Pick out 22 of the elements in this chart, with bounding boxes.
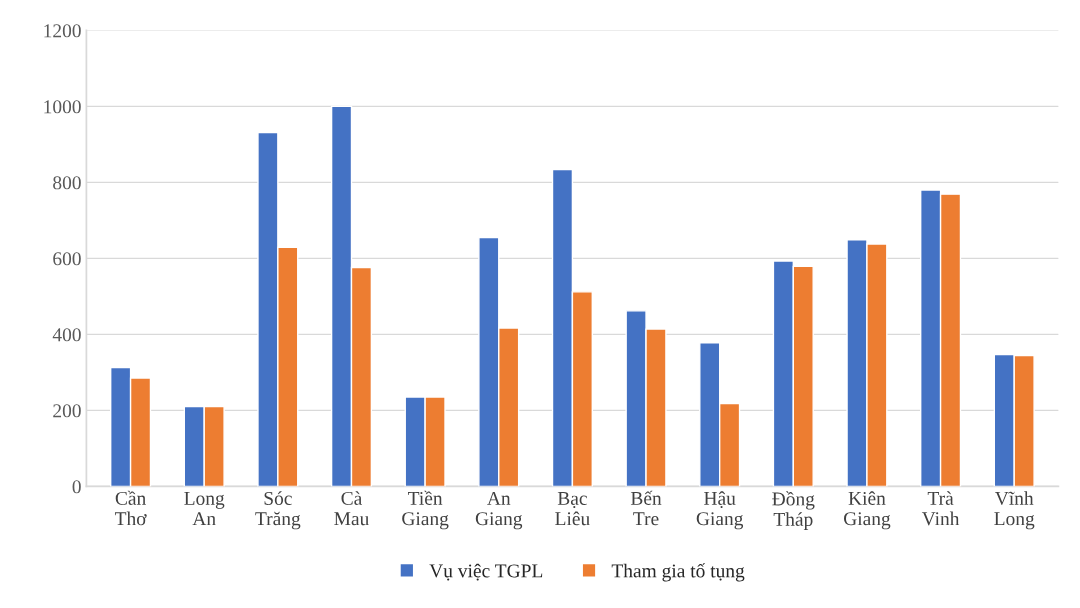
x-tick-label: Cà Mau — [334, 491, 369, 526]
y-tick-label: 600 — [53, 252, 81, 266]
x-tick-label: Bến Tre — [630, 490, 662, 526]
y-tick-label: 800 — [53, 176, 81, 190]
x-tick-label: Vĩnh Long — [994, 491, 1035, 530]
x-tick-label: Đồng Tháp — [772, 491, 815, 530]
x-tick-label: Sóc Trăng — [255, 491, 301, 530]
y-tick-label: 0 — [72, 480, 81, 494]
legend-label: Tham gia tố tụng — [611, 563, 745, 582]
x-tick-label: An Giang — [475, 491, 523, 530]
x-tick-label: Tiền Giang — [402, 490, 449, 530]
x-tick-label: Bạc Liêu — [555, 492, 590, 526]
x-tick-label: Long An — [184, 491, 225, 526]
x-tick-label: Cần Thơ — [114, 490, 147, 526]
y-tick-label: 1000 — [44, 100, 81, 114]
y-tick-label: 400 — [52, 328, 81, 342]
x-tick-label: Kiên Giang — [843, 491, 891, 530]
y-tick-label: 200 — [53, 404, 81, 418]
legend-label: Vụ việc TGPL — [429, 563, 543, 581]
x-tick-label: Hậu Giang — [696, 491, 744, 530]
x-tick-label: Trà Vinh — [921, 491, 960, 526]
y-tick-label: 1200 — [44, 24, 81, 38]
